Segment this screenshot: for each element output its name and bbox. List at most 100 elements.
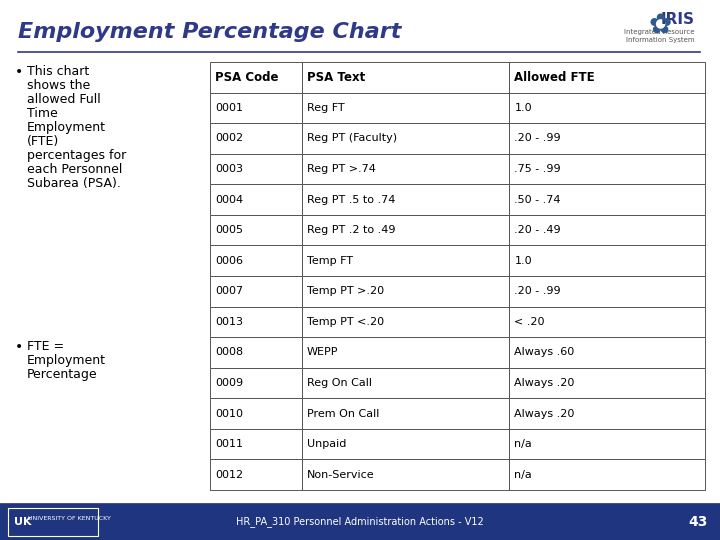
Text: < .20: < .20: [515, 317, 545, 327]
Bar: [302, 123, 510, 154]
Text: .20 - .99: .20 - .99: [515, 133, 561, 144]
Text: FTE =: FTE =: [27, 340, 64, 353]
Text: Information System: Information System: [626, 37, 695, 43]
Bar: [210, 337, 302, 368]
Text: •: •: [15, 65, 23, 79]
Text: 0007: 0007: [215, 286, 243, 296]
Text: 0011: 0011: [215, 439, 243, 449]
Bar: [302, 276, 510, 307]
Text: Reg On Call: Reg On Call: [307, 378, 372, 388]
Bar: [210, 399, 302, 429]
Bar: [510, 123, 705, 154]
Text: IRIS: IRIS: [661, 12, 695, 28]
Text: 0008: 0008: [215, 347, 243, 357]
Text: 0012: 0012: [215, 470, 243, 480]
Text: Always .60: Always .60: [515, 347, 575, 357]
Text: Non-Service: Non-Service: [307, 470, 374, 480]
Bar: [210, 154, 302, 184]
Bar: [210, 123, 302, 154]
Bar: [510, 368, 705, 399]
Text: Reg PT (Faculty): Reg PT (Faculty): [307, 133, 397, 144]
Text: 0009: 0009: [215, 378, 243, 388]
Text: allowed Full: allowed Full: [27, 93, 101, 106]
Text: Time: Time: [27, 107, 58, 120]
Text: WEPP: WEPP: [307, 347, 338, 357]
Bar: [210, 429, 302, 460]
Bar: [302, 245, 510, 276]
Bar: [302, 368, 510, 399]
Text: Integrated Resource: Integrated Resource: [624, 29, 695, 35]
Text: 0003: 0003: [215, 164, 243, 174]
Text: 0002: 0002: [215, 133, 243, 144]
Text: (FTE): (FTE): [27, 135, 59, 148]
Bar: [210, 92, 302, 123]
Text: Subarea (PSA).: Subarea (PSA).: [27, 177, 121, 190]
Text: 0004: 0004: [215, 194, 243, 205]
Text: each Personnel: each Personnel: [27, 163, 122, 176]
Bar: [302, 215, 510, 245]
Bar: [210, 215, 302, 245]
Bar: [302, 307, 510, 337]
Bar: [210, 62, 302, 92]
Text: UK: UK: [14, 517, 32, 527]
Text: percentages for: percentages for: [27, 149, 126, 162]
Bar: [302, 184, 510, 215]
Bar: [302, 399, 510, 429]
Bar: [0, 504, 720, 540]
Text: 0001: 0001: [215, 103, 243, 113]
Text: Allowed FTE: Allowed FTE: [515, 71, 595, 84]
Text: 0010: 0010: [215, 409, 243, 419]
Text: 0013: 0013: [215, 317, 243, 327]
Bar: [510, 92, 705, 123]
Text: Reg FT: Reg FT: [307, 103, 344, 113]
Text: Always .20: Always .20: [515, 409, 575, 419]
Bar: [210, 307, 302, 337]
Text: PSA Code: PSA Code: [215, 71, 279, 84]
Text: UNIVERSITY OF KENTUCKY: UNIVERSITY OF KENTUCKY: [28, 516, 111, 522]
Text: Employment: Employment: [27, 354, 106, 367]
Text: Employment Percentage Chart: Employment Percentage Chart: [18, 22, 401, 42]
Text: Reg PT >.74: Reg PT >.74: [307, 164, 375, 174]
Text: .75 - .99: .75 - .99: [515, 164, 561, 174]
Bar: [302, 92, 510, 123]
Bar: [210, 460, 302, 490]
Text: Percentage: Percentage: [27, 368, 98, 381]
Text: .50 - .74: .50 - .74: [515, 194, 561, 205]
Text: Reg PT .5 to .74: Reg PT .5 to .74: [307, 194, 395, 205]
Bar: [210, 245, 302, 276]
Text: Always .20: Always .20: [515, 378, 575, 388]
Bar: [510, 184, 705, 215]
Text: Prem On Call: Prem On Call: [307, 409, 379, 419]
Bar: [510, 245, 705, 276]
Bar: [210, 368, 302, 399]
Bar: [302, 62, 510, 92]
Bar: [510, 276, 705, 307]
Text: n/a: n/a: [515, 439, 532, 449]
Text: ✿: ✿: [649, 11, 672, 39]
Bar: [510, 154, 705, 184]
Bar: [302, 154, 510, 184]
Bar: [510, 429, 705, 460]
Text: n/a: n/a: [515, 470, 532, 480]
Bar: [510, 62, 705, 92]
Text: .20 - .99: .20 - .99: [515, 286, 561, 296]
Text: 43: 43: [688, 515, 708, 529]
Text: HR_PA_310 Personnel Administration Actions - V12: HR_PA_310 Personnel Administration Actio…: [236, 517, 484, 528]
Text: 1.0: 1.0: [515, 256, 532, 266]
Bar: [210, 184, 302, 215]
Bar: [210, 276, 302, 307]
Text: 1.0: 1.0: [515, 103, 532, 113]
Bar: [8, 508, 98, 536]
Text: Reg PT .2 to .49: Reg PT .2 to .49: [307, 225, 395, 235]
Bar: [510, 337, 705, 368]
Text: Temp FT: Temp FT: [307, 256, 353, 266]
Text: 0006: 0006: [215, 256, 243, 266]
Bar: [302, 429, 510, 460]
Text: PSA Text: PSA Text: [307, 71, 365, 84]
Text: Employment: Employment: [27, 121, 106, 134]
Text: 0005: 0005: [215, 225, 243, 235]
Bar: [510, 215, 705, 245]
Bar: [302, 337, 510, 368]
Text: .20 - .49: .20 - .49: [515, 225, 561, 235]
Text: Temp PT >.20: Temp PT >.20: [307, 286, 384, 296]
